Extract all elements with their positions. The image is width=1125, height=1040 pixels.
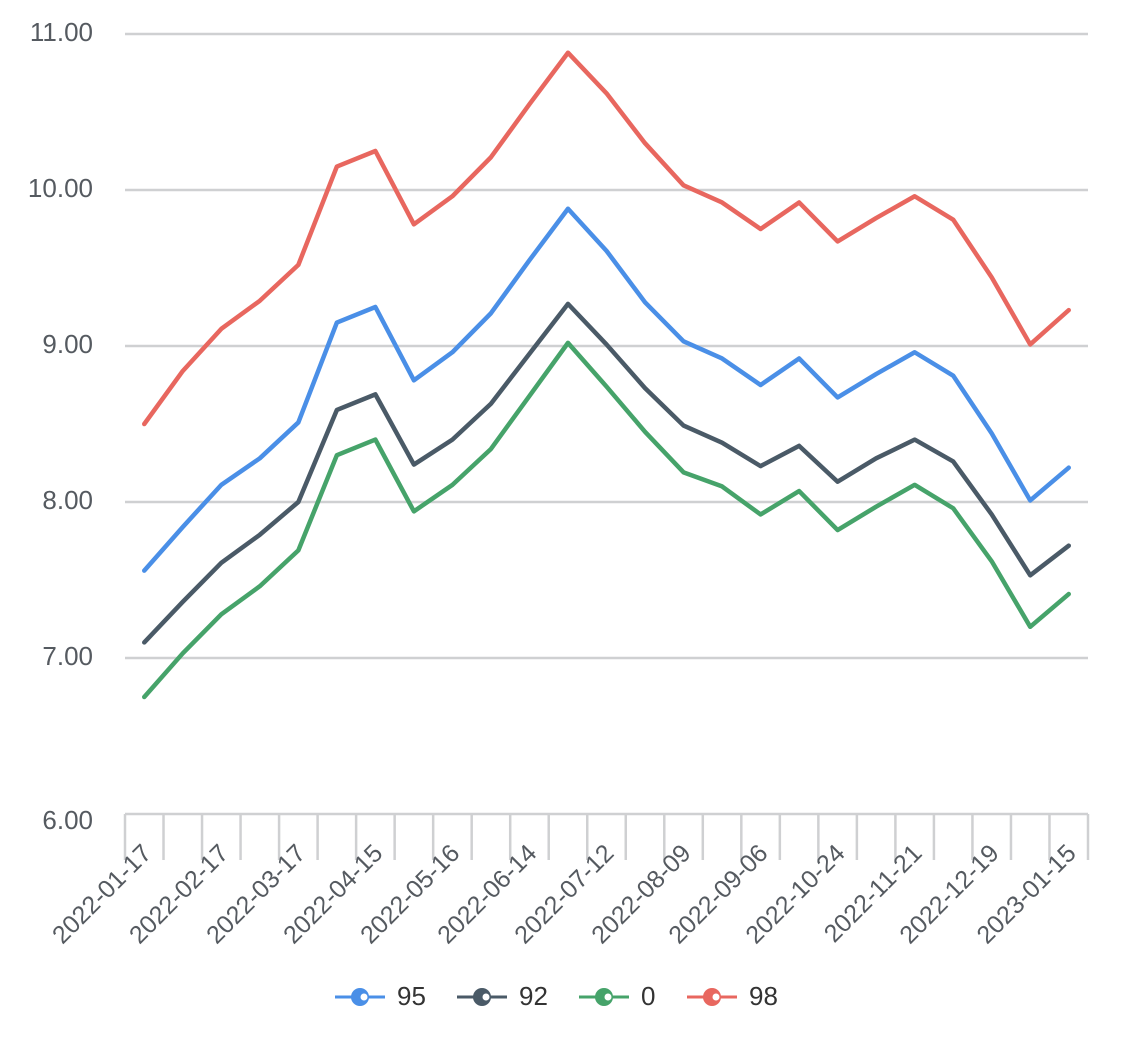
legend-marker-hole: [604, 993, 612, 1001]
legend-item-92[interactable]: 92: [457, 981, 548, 1011]
legend-marker-icon: [351, 988, 369, 1006]
legend-marker-icon: [595, 988, 613, 1006]
legend-label: 92: [519, 981, 548, 1011]
legend-marker-hole: [482, 993, 490, 1001]
x-axis-ticks: 2022-01-172022-02-172022-03-172022-04-15…: [47, 839, 1082, 949]
legend-marker-hole: [360, 993, 368, 1001]
legend-item-0[interactable]: 0: [579, 981, 655, 1011]
legend-marker-icon: [703, 988, 721, 1006]
series-line-0: [142, 340, 1071, 700]
y-tick-label: 7.00: [42, 641, 93, 671]
legend-item-95[interactable]: 95: [335, 981, 426, 1011]
series-line-92: [142, 301, 1071, 645]
legend-label: 95: [397, 981, 426, 1011]
y-tick-label: 8.00: [42, 485, 93, 515]
y-tick-label: 11.00: [30, 17, 93, 47]
series-lines: [142, 50, 1071, 700]
legend-marker-icon: [473, 988, 491, 1006]
y-tick-label: 10.00: [28, 173, 93, 203]
legend: 95 92 0 98: [335, 981, 778, 1011]
x-axis: [123, 812, 1090, 860]
legend-label: 98: [749, 981, 778, 1011]
series-line-95: [142, 206, 1071, 573]
y-tick-label: 6.00: [42, 805, 93, 835]
y-tick-label: 9.00: [42, 329, 93, 359]
legend-item-98[interactable]: 98: [687, 981, 778, 1011]
legend-label: 0: [641, 981, 655, 1011]
y-axis-ticks: 6.00 7.00 8.00 9.00 10.00 11.00: [28, 17, 93, 835]
series-line-98: [142, 50, 1071, 427]
legend-marker-hole: [712, 993, 720, 1001]
